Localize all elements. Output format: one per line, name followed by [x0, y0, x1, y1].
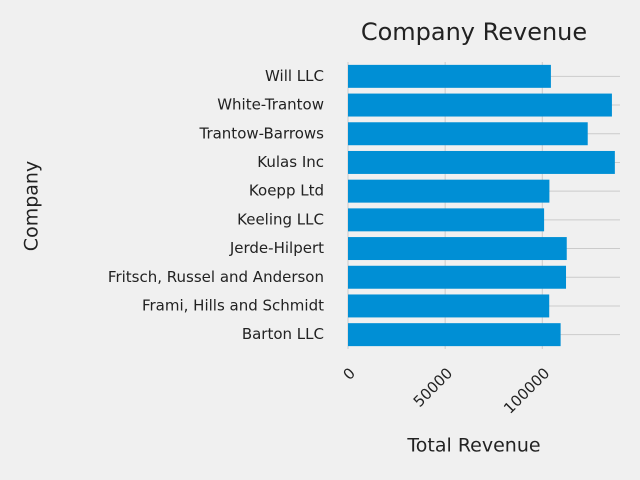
bar	[348, 294, 550, 318]
bar	[348, 323, 561, 347]
chart-title: Company Revenue	[361, 18, 587, 46]
y-tick-label: White-Trantow	[217, 96, 324, 114]
y-tick-label: Koepp Ltd	[249, 182, 324, 200]
y-tick-label: Keeling LLC	[237, 210, 324, 228]
bar	[348, 64, 551, 88]
bar	[348, 208, 545, 232]
bar	[348, 265, 567, 289]
y-tick-label: Jerde-Hilpert	[229, 239, 324, 257]
bar	[348, 122, 588, 146]
y-axis-label: Company	[21, 161, 43, 251]
x-axis-label: Total Revenue	[406, 435, 540, 457]
y-tick-label: Barton LLC	[242, 325, 324, 343]
bar	[348, 179, 550, 203]
y-tick-label: Will LLC	[265, 67, 324, 85]
y-tick-label: Trantow-Barrows	[198, 124, 324, 142]
y-tick-label: Frami, Hills and Schmidt	[142, 296, 324, 314]
bar	[348, 93, 612, 117]
y-tick-label: Kulas Inc	[257, 153, 324, 171]
bar	[348, 237, 567, 261]
bar	[348, 150, 615, 174]
y-tick-label: Fritsch, Russel and Anderson	[108, 268, 324, 286]
